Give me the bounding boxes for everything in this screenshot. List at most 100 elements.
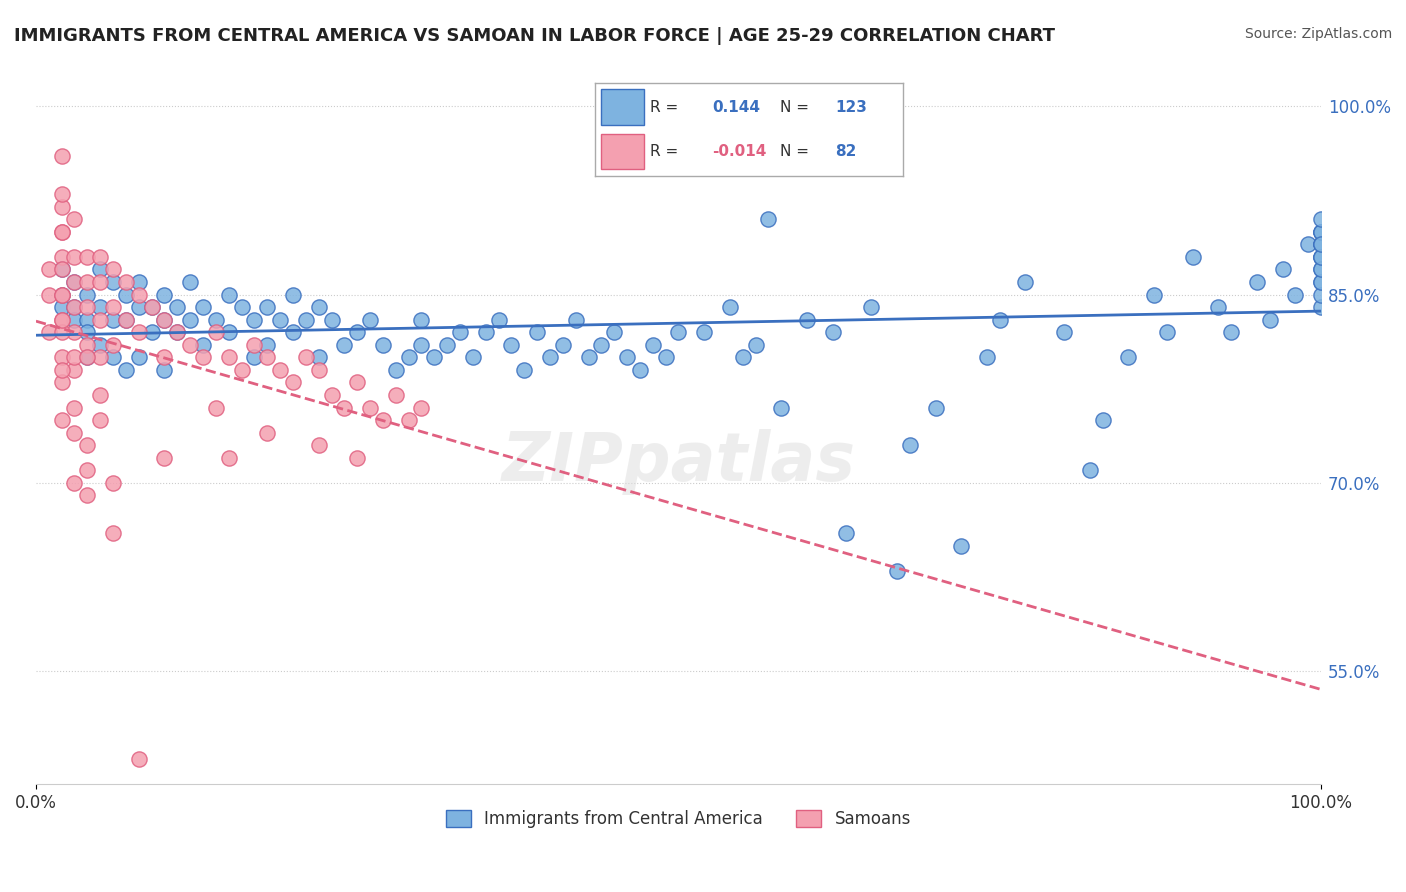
Point <box>101 351 124 365</box>
Point <box>256 425 278 440</box>
Point <box>218 450 240 465</box>
Point <box>1310 212 1333 227</box>
Point <box>860 300 883 314</box>
Point <box>51 300 73 314</box>
Point <box>205 401 228 415</box>
Point <box>115 287 138 301</box>
Point <box>63 275 86 289</box>
Point <box>654 351 676 365</box>
Point <box>115 312 138 326</box>
Point <box>205 325 228 339</box>
Point <box>449 325 471 339</box>
Point <box>796 312 818 326</box>
Point <box>89 388 111 402</box>
Point <box>51 287 73 301</box>
Point <box>153 312 176 326</box>
Point <box>101 475 124 490</box>
Point <box>281 376 304 390</box>
Point <box>166 325 188 339</box>
Point <box>1310 275 1333 289</box>
Point <box>591 338 613 352</box>
Point <box>141 325 163 339</box>
Point <box>976 351 998 365</box>
Point <box>411 401 433 415</box>
Point <box>51 287 73 301</box>
Point <box>63 250 86 264</box>
Point <box>1284 287 1306 301</box>
Point <box>205 312 228 326</box>
Point <box>101 262 124 277</box>
Point <box>398 413 420 427</box>
Point <box>218 325 240 339</box>
Point <box>128 287 150 301</box>
Point <box>179 275 201 289</box>
Point <box>38 287 60 301</box>
Point <box>153 287 176 301</box>
Point <box>436 338 458 352</box>
Point <box>179 338 201 352</box>
Point <box>1143 287 1166 301</box>
Point <box>76 287 98 301</box>
Point <box>564 312 586 326</box>
Point <box>1116 351 1139 365</box>
Point <box>898 438 921 452</box>
Point <box>218 351 240 365</box>
Point <box>191 351 214 365</box>
Point <box>616 351 638 365</box>
Point <box>488 312 510 326</box>
Point <box>758 212 780 227</box>
Point <box>256 338 278 352</box>
Point <box>89 275 111 289</box>
Point <box>128 351 150 365</box>
Point <box>346 450 368 465</box>
Point <box>1091 413 1114 427</box>
Point <box>243 338 266 352</box>
Point <box>218 287 240 301</box>
Point <box>51 250 73 264</box>
Point <box>63 401 86 415</box>
Point <box>63 475 86 490</box>
Point <box>76 300 98 314</box>
Point <box>63 212 86 227</box>
Text: IMMIGRANTS FROM CENTRAL AMERICA VS SAMOAN IN LABOR FORCE | AGE 25-29 CORRELATION: IMMIGRANTS FROM CENTRAL AMERICA VS SAMOA… <box>14 27 1054 45</box>
Point <box>1310 237 1333 252</box>
Point <box>1220 325 1243 339</box>
Point <box>333 401 356 415</box>
Point <box>89 300 111 314</box>
Point <box>1258 312 1281 326</box>
Point <box>321 388 343 402</box>
Point <box>153 450 176 465</box>
Point <box>1181 250 1204 264</box>
Point <box>269 363 291 377</box>
Point <box>128 325 150 339</box>
Point <box>115 363 138 377</box>
Point <box>295 312 318 326</box>
Point <box>166 325 188 339</box>
Point <box>76 275 98 289</box>
Point <box>821 325 844 339</box>
Point <box>63 312 86 326</box>
Point <box>51 200 73 214</box>
Point <box>51 312 73 326</box>
Point <box>308 438 330 452</box>
Point <box>101 338 124 352</box>
Point <box>346 325 368 339</box>
Point <box>89 338 111 352</box>
Point <box>988 312 1011 326</box>
Point <box>1246 275 1268 289</box>
Point <box>101 300 124 314</box>
Point <box>76 338 98 352</box>
Legend: Immigrants from Central America, Samoans: Immigrants from Central America, Samoans <box>439 803 918 834</box>
Point <box>89 250 111 264</box>
Point <box>256 351 278 365</box>
Point <box>76 463 98 477</box>
Point <box>346 376 368 390</box>
Point <box>693 325 716 339</box>
Point <box>231 363 253 377</box>
Point <box>128 275 150 289</box>
Point <box>76 312 98 326</box>
Point <box>308 363 330 377</box>
Point <box>191 300 214 314</box>
Point <box>63 300 86 314</box>
Point <box>166 300 188 314</box>
